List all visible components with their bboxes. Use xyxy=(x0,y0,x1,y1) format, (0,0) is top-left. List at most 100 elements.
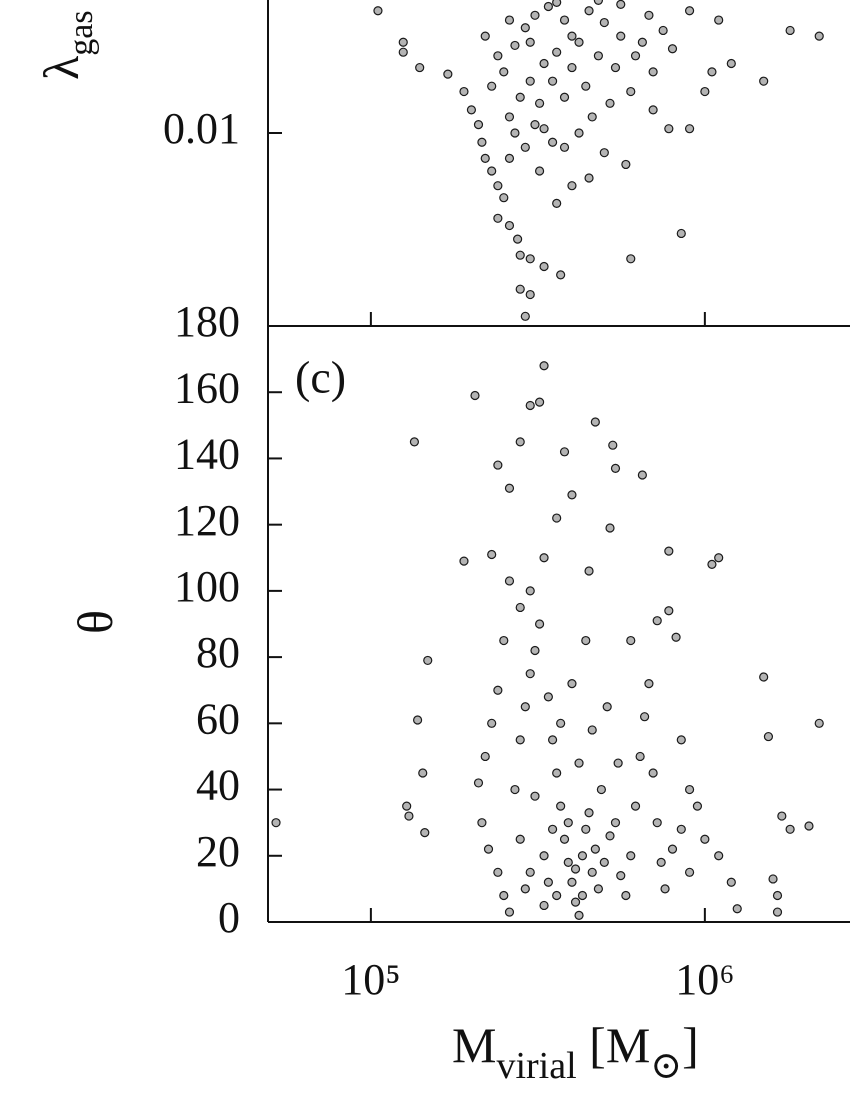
point xyxy=(768,874,778,884)
point xyxy=(510,128,520,138)
point xyxy=(759,672,769,682)
point xyxy=(493,685,503,695)
y-tick-label: 20 xyxy=(196,827,240,876)
point xyxy=(664,606,674,616)
point xyxy=(726,58,736,69)
point xyxy=(763,731,774,742)
point xyxy=(626,851,636,861)
point xyxy=(714,851,724,861)
point xyxy=(684,867,695,877)
point xyxy=(714,553,724,563)
point xyxy=(637,470,647,480)
point xyxy=(539,124,549,134)
point xyxy=(605,98,615,108)
point xyxy=(635,751,645,762)
y-label-sub: gas xyxy=(63,10,100,55)
point xyxy=(626,635,636,646)
point xyxy=(515,250,525,260)
point xyxy=(543,1,553,12)
point xyxy=(539,553,549,563)
point xyxy=(684,124,695,134)
point xyxy=(515,834,525,844)
point xyxy=(547,137,558,147)
y-tick-label: 160 xyxy=(174,363,240,412)
point xyxy=(570,897,581,907)
point xyxy=(504,112,515,122)
point xyxy=(499,193,509,203)
point xyxy=(567,31,577,41)
point xyxy=(483,844,494,854)
point xyxy=(525,254,535,264)
point xyxy=(584,6,594,16)
point xyxy=(402,801,412,811)
y-tick-label: 180 xyxy=(174,297,240,346)
point xyxy=(814,718,824,728)
point xyxy=(587,867,597,877)
point xyxy=(577,890,588,901)
point xyxy=(539,900,549,911)
y-axis-label-top: λgas xyxy=(33,10,100,80)
point xyxy=(707,559,717,570)
point xyxy=(504,483,515,493)
point xyxy=(423,655,433,666)
point xyxy=(667,44,678,54)
point xyxy=(584,173,594,183)
x-label-sub: virial xyxy=(496,1045,576,1087)
point xyxy=(684,784,695,795)
point xyxy=(616,871,626,881)
point xyxy=(567,181,577,191)
point xyxy=(684,6,695,16)
point xyxy=(271,818,281,828)
point xyxy=(637,37,647,47)
y-tick-label: 0.01 xyxy=(163,104,240,153)
point xyxy=(759,76,769,86)
point xyxy=(671,632,681,642)
point xyxy=(404,811,414,821)
point xyxy=(477,137,487,147)
point xyxy=(420,827,430,838)
point xyxy=(559,447,570,457)
point xyxy=(658,25,668,36)
point xyxy=(412,715,423,725)
point xyxy=(814,31,824,41)
point xyxy=(534,397,545,407)
point xyxy=(621,159,631,170)
point xyxy=(667,844,678,854)
point xyxy=(652,616,662,626)
point xyxy=(543,692,553,702)
point xyxy=(567,62,577,73)
point xyxy=(480,153,490,163)
y-tick-label: 60 xyxy=(196,694,240,743)
point xyxy=(676,824,686,834)
point xyxy=(539,58,549,69)
point xyxy=(520,311,530,321)
y-tick-label: 140 xyxy=(174,430,240,479)
x-label-close: ] xyxy=(682,1017,699,1073)
point xyxy=(610,463,621,473)
point xyxy=(525,867,535,877)
point xyxy=(459,86,469,97)
point xyxy=(626,254,636,264)
x-tick-label: 10⁶ xyxy=(675,955,734,1004)
point xyxy=(552,198,562,208)
point xyxy=(504,907,515,917)
point xyxy=(530,10,540,20)
point xyxy=(590,844,600,854)
point xyxy=(510,784,520,795)
point xyxy=(520,884,530,894)
point xyxy=(700,834,710,844)
panel-label: (c) xyxy=(295,352,346,403)
point xyxy=(581,824,591,834)
point xyxy=(515,735,525,745)
point xyxy=(487,81,497,91)
point xyxy=(530,645,540,656)
point xyxy=(493,460,503,470)
point xyxy=(777,811,787,821)
point xyxy=(593,884,604,894)
point xyxy=(539,851,549,861)
point xyxy=(552,768,562,778)
point xyxy=(415,62,425,73)
point xyxy=(487,166,497,176)
point xyxy=(510,40,520,51)
